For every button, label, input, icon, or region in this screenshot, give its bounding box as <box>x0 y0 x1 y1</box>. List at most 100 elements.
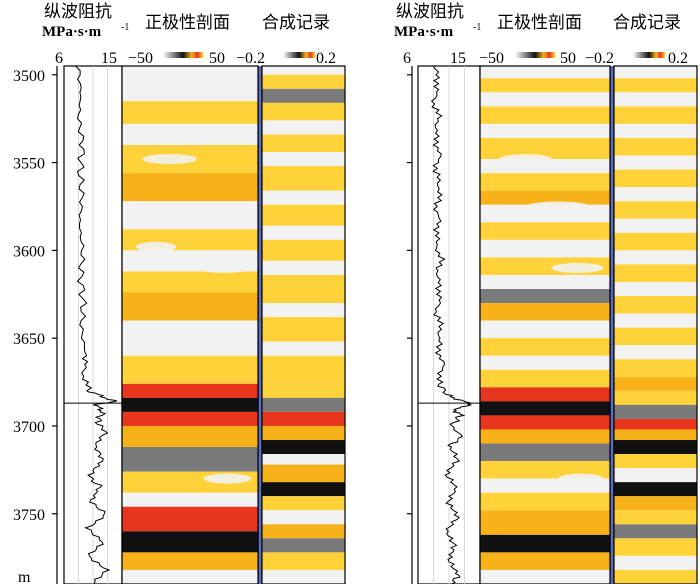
synthetic-band <box>262 510 345 525</box>
section-band <box>122 83 258 102</box>
impedance-unit-exponent: -1 <box>121 22 129 33</box>
section-band <box>480 355 610 370</box>
synthetic-colorbar <box>283 52 315 58</box>
section-band <box>480 190 610 205</box>
synthetic-band <box>614 496 697 511</box>
section-band <box>480 415 610 430</box>
synthetic-band <box>262 425 345 441</box>
section-band <box>480 66 610 79</box>
section-band <box>480 78 610 93</box>
section-band <box>480 387 610 402</box>
section-band <box>122 123 258 146</box>
section-band <box>480 443 610 462</box>
section-band <box>122 411 258 426</box>
synthetic-band <box>614 418 697 430</box>
section-band <box>122 447 258 472</box>
synthetic-band <box>614 264 697 282</box>
section-blob <box>525 201 591 212</box>
section-band <box>480 429 610 444</box>
synthetic-title: 合成记录 <box>262 13 330 32</box>
synthetic-band <box>614 66 697 79</box>
impedance-log-curve <box>75 65 118 584</box>
synthetic-title: 合成记录 <box>613 13 681 32</box>
synthetic-band <box>262 190 345 205</box>
impedance-max-label: 15 <box>101 50 117 67</box>
synthetic-band <box>262 274 345 304</box>
section-blob <box>169 201 238 212</box>
section-band <box>480 289 610 304</box>
left-panel: 纵波阻抗 MPa·s·m -1 正极性剖面 合成记录 6 15 −50 50 −… <box>13 2 346 584</box>
section-title: 正极性剖面 <box>145 13 230 32</box>
section-band <box>480 401 610 416</box>
synthetic-frame <box>613 65 698 584</box>
synthetic-band <box>614 169 697 188</box>
synthetic-band <box>262 74 345 89</box>
synthetic-band <box>614 137 697 156</box>
synthetic-band <box>614 345 697 360</box>
synthetic-max-label: 0.2 <box>668 50 688 67</box>
synthetic-band <box>262 383 345 398</box>
synthetic-band <box>614 510 697 525</box>
depth-tick-label: 3550 <box>13 156 45 173</box>
depth-axis: 3500 3550 3600 3650 3700 3750 <box>13 66 58 584</box>
impedance-log-track <box>63 65 123 584</box>
section-band <box>122 271 258 293</box>
synthetic-band <box>614 281 697 297</box>
synthetic-band <box>614 92 697 107</box>
impedance-log-curve <box>430 65 473 584</box>
synthetic-band <box>614 123 697 138</box>
section-blob <box>506 324 571 335</box>
synthetic-band <box>614 327 697 346</box>
depth-tick-label: 3500 <box>13 68 45 85</box>
section-frame <box>479 65 611 584</box>
synthetic-band <box>262 355 345 384</box>
synthetic-band <box>262 454 345 465</box>
synthetic-band <box>614 555 697 570</box>
section-blob <box>203 473 252 484</box>
section-band <box>480 552 610 570</box>
section-band <box>122 355 258 384</box>
synthetic-band <box>614 296 697 314</box>
seismic-section-track <box>121 65 259 584</box>
synthetic-band <box>262 496 345 511</box>
section-colorbar <box>163 52 203 58</box>
synthetic-band <box>614 454 697 469</box>
synthetic-band <box>262 152 345 167</box>
section-min-label: −50 <box>128 50 153 67</box>
synthetic-band <box>614 538 697 556</box>
synthetic-band <box>614 78 697 93</box>
synthetic-max-label: 0.2 <box>316 50 336 67</box>
synthetic-band <box>262 204 345 226</box>
section-frame <box>121 65 259 584</box>
depth-tick-label: 3600 <box>13 243 45 260</box>
section-blob <box>551 262 604 273</box>
section-band <box>122 101 258 124</box>
section-band <box>480 137 610 160</box>
section-band <box>122 425 258 448</box>
synthetic-record-track <box>610 65 698 584</box>
section-band <box>122 173 258 202</box>
section-band <box>480 569 610 584</box>
synthetic-band <box>262 134 345 153</box>
impedance-min-label: 6 <box>55 50 63 67</box>
section-band <box>122 397 258 412</box>
section-blob <box>493 241 532 252</box>
synthetic-band <box>262 303 345 318</box>
synthetic-band <box>614 376 697 391</box>
section-colorbar <box>515 52 555 58</box>
synthetic-band <box>614 250 697 265</box>
synthetic-frame <box>261 65 346 584</box>
synthetic-band <box>262 66 345 75</box>
impedance-unit-exponent: -1 <box>473 22 481 33</box>
section-band <box>480 510 610 535</box>
section-blob <box>558 473 604 484</box>
synthetic-band <box>614 569 697 584</box>
synthetic-band <box>614 359 697 377</box>
section-band <box>480 303 610 321</box>
section-band <box>122 531 258 553</box>
synthetic-min-label: −0.2 <box>236 50 265 67</box>
section-blob <box>196 262 252 273</box>
section-band <box>480 222 610 240</box>
section-band <box>122 292 258 321</box>
section-band <box>122 66 258 84</box>
